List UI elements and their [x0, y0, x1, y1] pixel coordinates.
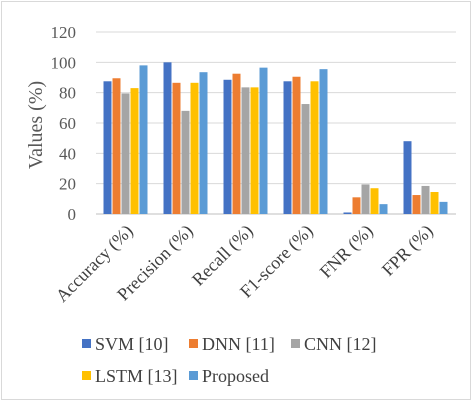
bar: [103, 81, 112, 215]
legend-label: LSTM [13]: [95, 366, 178, 386]
bar: [250, 87, 259, 214]
bar: [361, 184, 370, 214]
bar: [130, 88, 139, 214]
y-tick-label: 0: [68, 205, 77, 224]
bar: [172, 82, 181, 214]
bar: [403, 141, 412, 214]
bar: [112, 78, 121, 214]
bar: [232, 73, 241, 214]
bar: [421, 185, 430, 214]
bar: [223, 79, 232, 215]
bar: [343, 212, 352, 214]
bar: [163, 62, 172, 215]
y-tick-label: 60: [59, 114, 76, 133]
bar: [412, 195, 421, 214]
y-axis-ticks: 0 20 40 60 80 100 120: [51, 23, 77, 224]
legend-swatch: [82, 339, 91, 348]
bar: [139, 65, 148, 214]
bar: [259, 67, 268, 215]
legend-label: Proposed: [202, 366, 269, 386]
bar: [301, 104, 310, 214]
legend-label: DNN [11]: [202, 334, 275, 354]
bar: [181, 110, 190, 214]
y-axis-label: Values (%): [25, 81, 47, 169]
bar: [199, 72, 208, 214]
y-tick-label: 20: [59, 175, 76, 194]
bar: [241, 87, 250, 214]
x-tick-label: FNR (%): [316, 221, 378, 283]
bar: [430, 192, 439, 214]
legend-swatch: [189, 339, 198, 348]
bar: [319, 69, 328, 215]
y-tick-label: 80: [59, 84, 76, 103]
x-axis-ticks: Accuracy (%)Precision (%)Recall (%)F1-sc…: [52, 221, 438, 307]
y-tick-label: 100: [51, 53, 77, 72]
legend-label: CNN [12]: [304, 334, 377, 354]
bar: [190, 82, 199, 214]
bars: [103, 62, 448, 215]
x-tick-label: FPR (%): [378, 221, 438, 281]
legend-swatch: [291, 339, 300, 348]
bar: [310, 81, 319, 215]
bar: [121, 93, 130, 214]
legend-label: SVM [10]: [95, 334, 169, 354]
gridlines: [96, 31, 456, 215]
bar: [370, 188, 379, 214]
legend: SVM [10] DNN [11] CNN [12] LSTM [13] Propose…: [82, 334, 377, 386]
legend-swatch: [82, 371, 91, 380]
legend-swatch: [189, 371, 198, 380]
y-tick-label: 40: [59, 144, 76, 163]
bar: [292, 76, 301, 214]
bar: [379, 204, 388, 214]
bar: [283, 81, 292, 215]
y-tick-label: 120: [51, 23, 77, 42]
bar: [352, 197, 361, 214]
bar: [439, 201, 448, 214]
